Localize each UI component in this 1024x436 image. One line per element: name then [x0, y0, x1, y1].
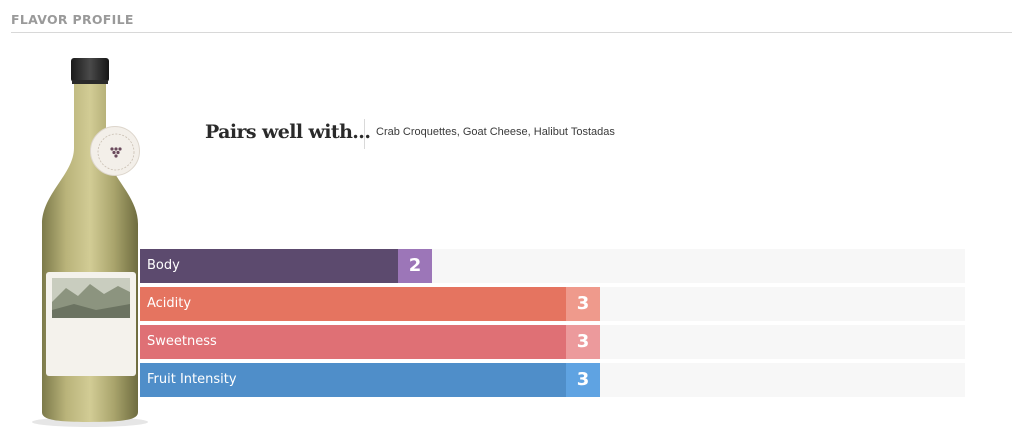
flavor-label-fruit-intensity: Fruit Intensity	[147, 372, 237, 387]
flavor-score-fruit-intensity: 3	[566, 363, 600, 397]
pairs-well-with-heading: Pairs well with...	[205, 121, 371, 143]
flavor-score-acidity: 3	[566, 287, 600, 321]
flavor-row-fruit-intensity: Fruit Intensity 3	[140, 363, 965, 397]
title-divider	[11, 32, 1012, 33]
flavor-score-body: 2	[398, 249, 432, 283]
flavor-label-body: Body	[147, 258, 180, 273]
wine-bottle-image	[26, 56, 154, 430]
flavor-bar-body	[140, 249, 398, 283]
flavor-bar-sweetness	[140, 325, 566, 359]
flavor-row-acidity: Acidity 3	[140, 287, 965, 321]
food-pairings-text: Crab Croquettes, Goat Cheese, Halibut To…	[376, 126, 615, 138]
pairing-divider	[364, 119, 365, 149]
flavor-bar-acidity	[140, 287, 566, 321]
firstleaf-exclusive-badge	[90, 126, 140, 176]
section-title: FLAVOR PROFILE	[11, 12, 134, 27]
flavor-label-sweetness: Sweetness	[147, 334, 217, 349]
flavor-profile-chart: Body 2 Acidity 3 Sweetness 3 Fruit Inten…	[140, 249, 965, 401]
flavor-score-sweetness: 3	[566, 325, 600, 359]
flavor-row-body: Body 2	[140, 249, 965, 283]
flavor-row-sweetness: Sweetness 3	[140, 325, 965, 359]
flavor-bar-fruit-intensity	[140, 363, 566, 397]
flavor-label-acidity: Acidity	[147, 296, 192, 311]
